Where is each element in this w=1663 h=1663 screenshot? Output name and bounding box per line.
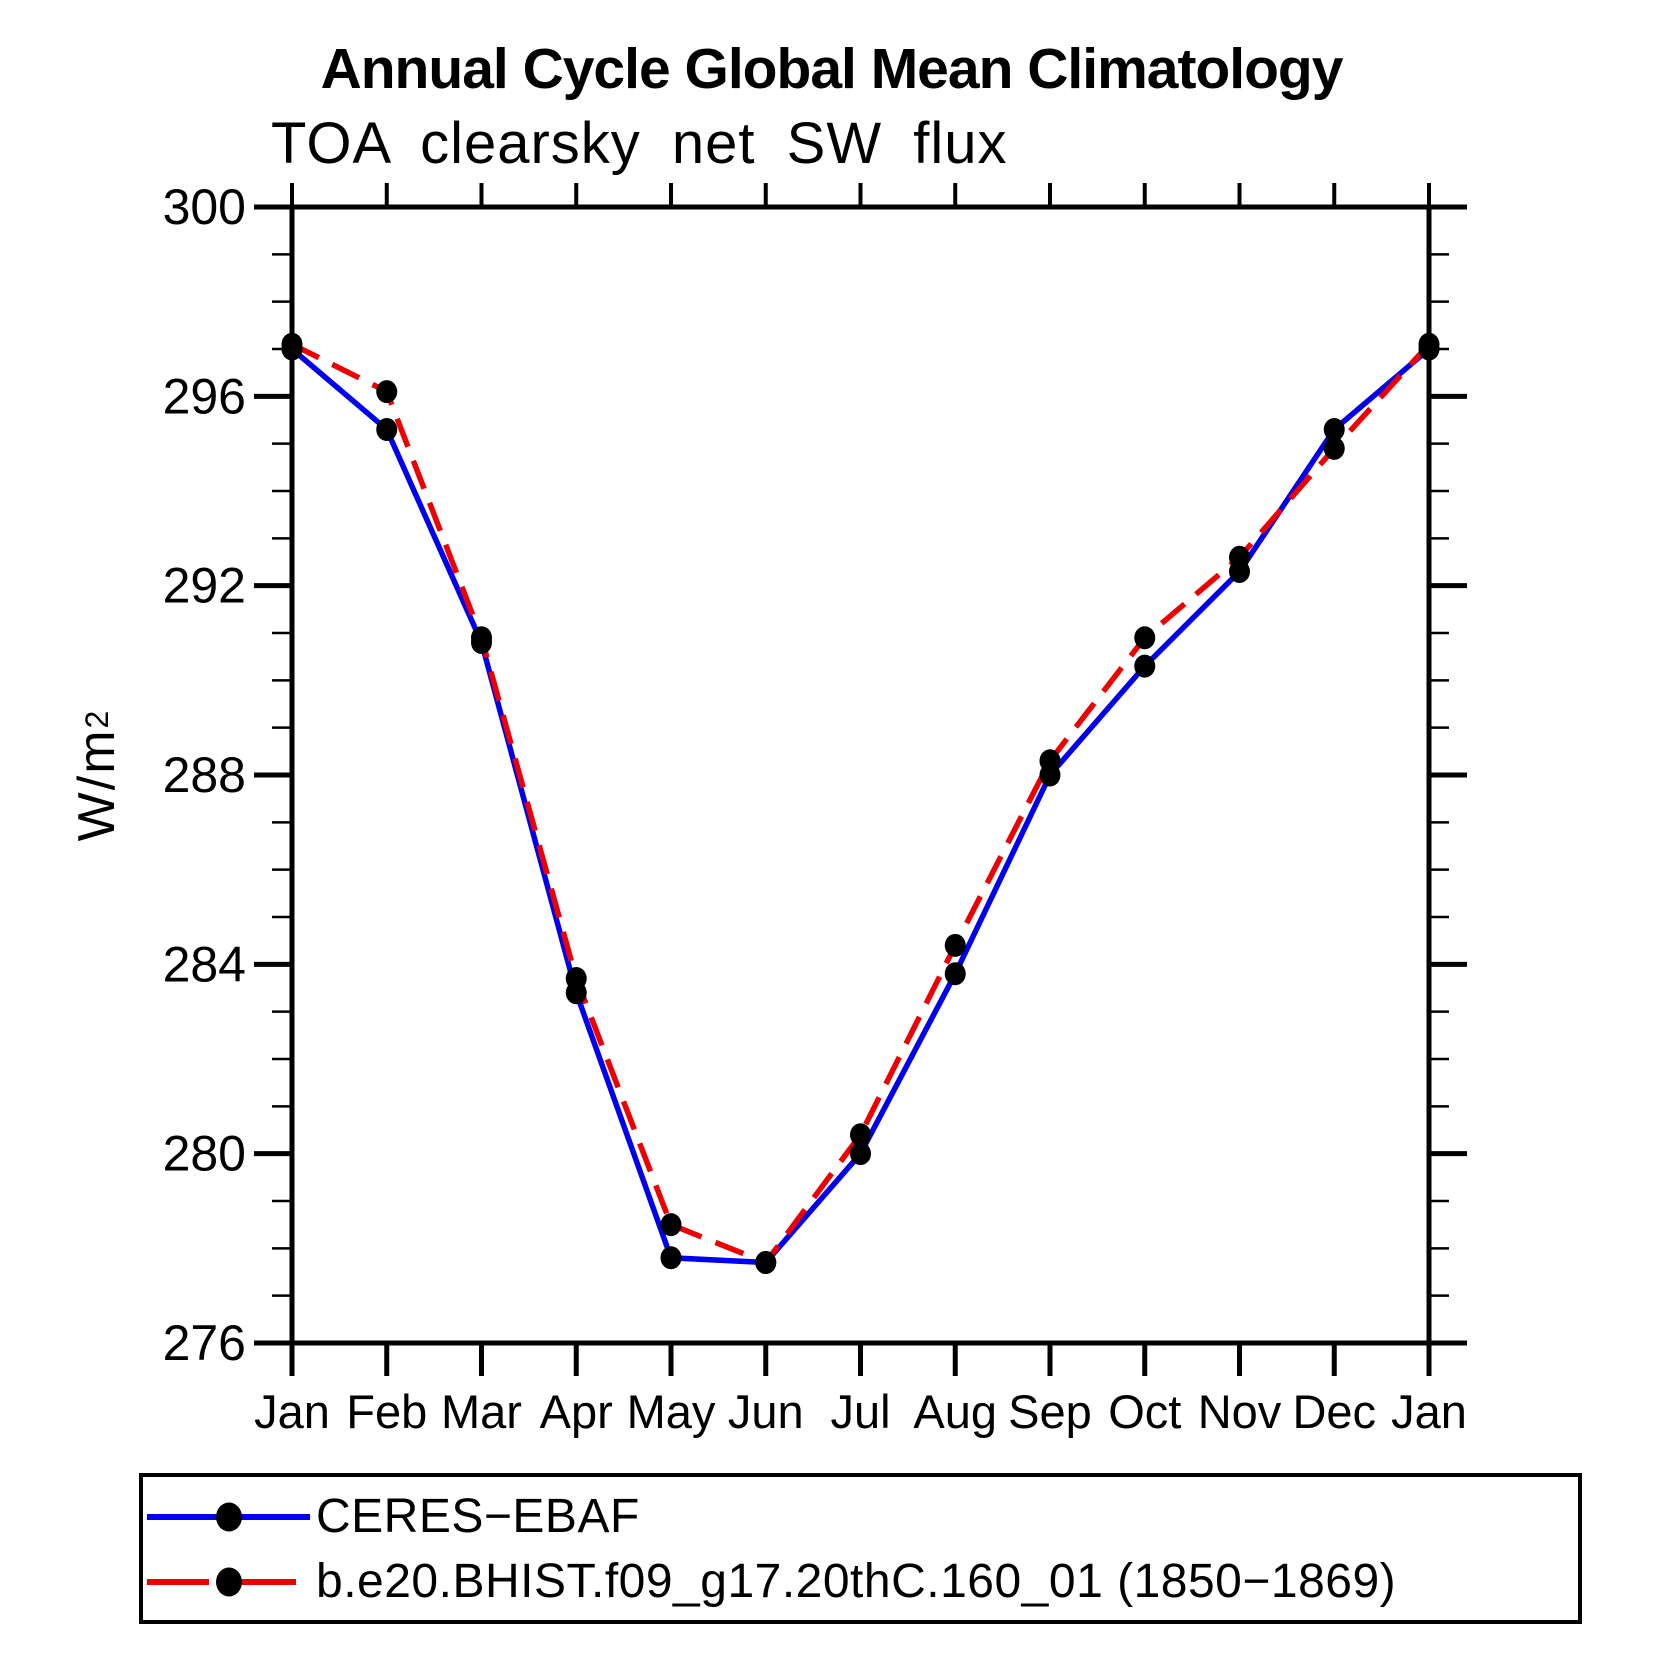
x-tick-label: Jul	[830, 1385, 890, 1438]
plot-frame	[289, 204, 1432, 1346]
x-tick-label: Sep	[1008, 1385, 1092, 1438]
legend-marker-dot-icon	[215, 1567, 242, 1596]
data-point-marker-1	[1323, 436, 1345, 460]
legend: CERES−EBAF b.e20.BHIST.f09_g17.20thC.160…	[139, 1473, 1582, 1624]
data-point-marker-0	[944, 962, 966, 986]
legend-marker-dot-icon	[215, 1502, 242, 1531]
x-tick-label: May	[627, 1385, 716, 1438]
x-tick-label: Jan	[1391, 1385, 1467, 1438]
legend-item-ceres: CERES−EBAF	[147, 1484, 1578, 1549]
y-tick-label: 288	[163, 747, 246, 803]
data-point-marker-1	[376, 380, 398, 404]
x-tick-label: Jan	[254, 1385, 330, 1438]
data-point-marker-1	[1134, 626, 1156, 650]
data-point-marker-1	[471, 626, 492, 650]
x-tick-label: Feb	[346, 1385, 427, 1438]
data-point-marker-1	[850, 1123, 871, 1147]
page-title: Annual Cycle Global Mean Climatology	[320, 37, 1344, 101]
data-point-marker-1	[660, 1213, 682, 1237]
x-tick-label: Oct	[1108, 1385, 1181, 1438]
x-tick-label: Nov	[1198, 1385, 1282, 1438]
y-tick-label: 296	[163, 368, 246, 424]
legend-label-model: b.e20.BHIST.f09_g17.20thC.160_01 (1850−1…	[316, 1555, 1397, 1608]
data-point-marker-1	[1229, 545, 1250, 569]
x-tick-label: Dec	[1292, 1385, 1376, 1438]
legend-swatch-ceres	[147, 1502, 310, 1531]
data-point-marker-1	[1039, 749, 1061, 773]
x-tick-label: Jun	[728, 1385, 804, 1438]
y-tick-label: 280	[163, 1126, 246, 1182]
data-point-marker-1	[755, 1251, 777, 1275]
data-point-marker-0	[660, 1246, 682, 1270]
legend-label-ceres: CERES−EBAF	[316, 1490, 640, 1543]
data-point-marker-1	[565, 967, 587, 991]
data-point-marker-0	[1323, 417, 1345, 441]
y-tick-label: 276	[163, 1315, 246, 1371]
legend-swatch-model	[147, 1567, 310, 1596]
data-point-marker-0	[1134, 654, 1156, 678]
chart-subtitle: TOA clearsky net SW flux	[271, 111, 1008, 176]
data-point-marker-1	[944, 933, 966, 957]
y-tick-label: 300	[163, 179, 246, 235]
x-tick-label: Aug	[913, 1385, 997, 1438]
data-point-marker-0	[850, 1142, 871, 1166]
legend-item-model: b.e20.BHIST.f09_g17.20thC.160_01 (1850−1…	[147, 1549, 1578, 1614]
y-tick-label: 292	[163, 558, 246, 614]
data-point-marker-1	[281, 332, 303, 356]
y-tick-label: 284	[163, 936, 246, 992]
x-tick-label: Mar	[441, 1385, 522, 1438]
data-point-marker-0	[376, 417, 398, 441]
x-tick-label: Apr	[540, 1385, 613, 1438]
data-point-marker-1	[1418, 332, 1440, 356]
